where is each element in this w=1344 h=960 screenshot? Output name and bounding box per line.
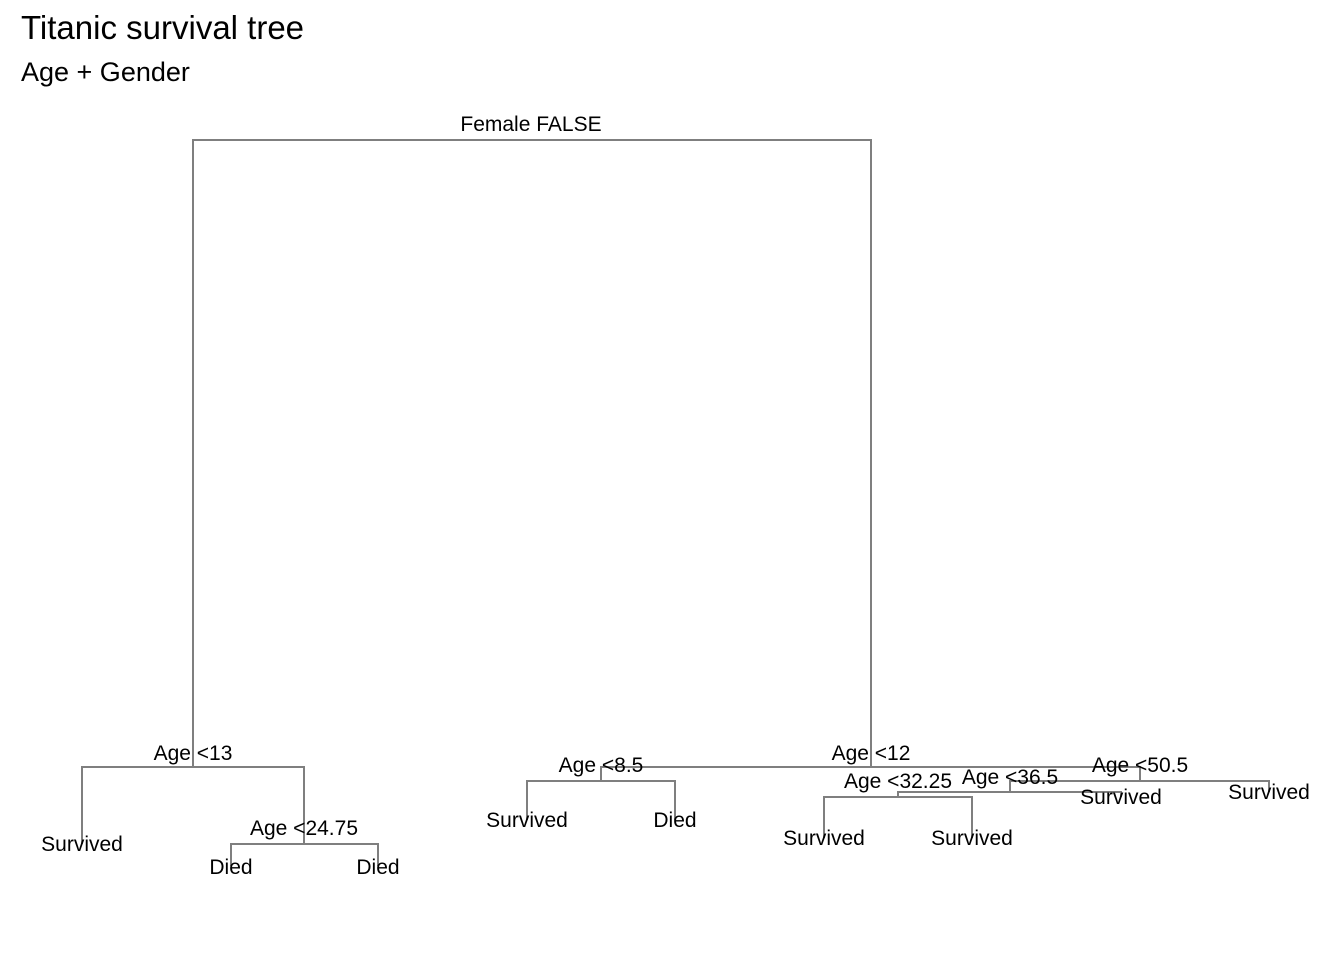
leaf-label: Died xyxy=(653,809,696,832)
split-label-age-13: Age <13 xyxy=(154,742,233,765)
split-label-age-50-5: Age <50.5 xyxy=(1092,754,1188,777)
split-label-age-32-25: Age <32.25 xyxy=(844,770,952,793)
edge-n28 xyxy=(823,796,973,838)
leaf-labels: Survived Died Died Survived Died Survive… xyxy=(41,781,1310,879)
leaf-label: Died xyxy=(356,856,399,879)
leaf-label: Survived xyxy=(1228,781,1310,804)
leaf-label: Survived xyxy=(783,827,865,850)
split-labels: Female FALSE Age <13 Age <24.75 Age <12 … xyxy=(154,113,1189,840)
edge-n5 xyxy=(230,843,379,866)
edge-n2 xyxy=(81,766,305,844)
split-label-root: Female FALSE xyxy=(460,113,601,136)
tree-edges xyxy=(81,139,1270,866)
edge-n6 xyxy=(526,780,676,820)
split-label-age-8-5: Age <8.5 xyxy=(559,754,644,777)
chart-title: Titanic survival tree xyxy=(21,9,305,46)
leaf-label: Survived xyxy=(1080,786,1162,809)
leaf-label: Survived xyxy=(931,827,1013,850)
edge-n3 xyxy=(600,766,1141,781)
split-label-age-24-75: Age <24.75 xyxy=(250,817,358,840)
split-label-age-12: Age <12 xyxy=(832,742,911,765)
edge-n14 xyxy=(897,791,1122,797)
leaf-label: Died xyxy=(209,856,252,879)
leaf-label: Survived xyxy=(41,833,123,856)
chart-subtitle: Age + Gender xyxy=(21,57,190,87)
split-label-age-36-5: Age <36.5 xyxy=(962,766,1058,789)
edge-root xyxy=(192,139,872,767)
leaf-label: Survived xyxy=(486,809,568,832)
edge-n7 xyxy=(1009,780,1270,792)
